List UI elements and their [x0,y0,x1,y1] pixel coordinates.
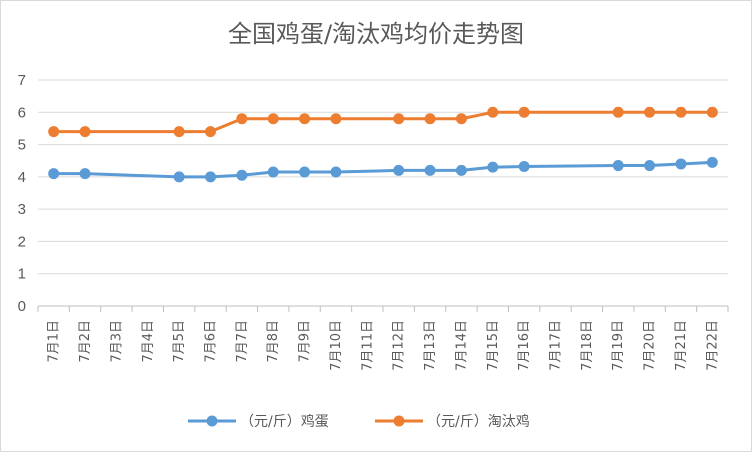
x-tick-label: 7月6日 [204,320,219,363]
data-point [706,106,718,118]
data-point [612,160,624,172]
data-point [612,106,624,118]
data-point [79,126,91,138]
x-tick-label: 7月21日 [674,320,689,371]
x-tick-label: 7月5日 [172,320,187,363]
legend-label-0: （元/斤）鸡蛋 [240,413,329,430]
data-point [48,126,60,138]
data-point [393,113,405,125]
x-tick-label: 7月1日 [47,320,62,363]
data-point [455,164,467,176]
y-tick-label: 4 [18,169,26,186]
x-tick-label: 7月19日 [611,320,626,371]
data-point [455,113,467,125]
data-point [675,106,687,118]
legend-marker-0 [206,415,218,427]
data-point [267,113,279,125]
data-point [393,164,405,176]
data-point [236,169,248,181]
data-point [706,156,718,168]
data-point [330,166,342,178]
data-point [487,161,499,173]
data-point [644,160,656,172]
x-tick-label: 7月2日 [78,320,93,363]
chart-title: 全国鸡蛋/淘汰鸡均价走势图 [227,20,525,48]
data-point [205,126,216,138]
x-tick-label: 7月14日 [454,320,469,371]
data-point [299,166,311,178]
data-point [424,164,436,176]
legend-marker-1 [393,415,405,427]
x-tick-label: 7月4日 [141,320,156,363]
data-point [236,113,248,125]
data-point [173,126,185,138]
data-point [299,113,311,125]
data-point [267,166,279,178]
x-tick-label: 7月13日 [423,320,438,371]
y-tick-label: 3 [18,201,26,218]
x-tick-label: 7月20日 [643,320,658,371]
x-tick-label: 7月16日 [517,320,532,371]
y-tick-label: 2 [18,233,26,250]
y-tick-label: 0 [18,298,26,315]
x-tick-label: 7月22日 [705,320,720,371]
x-tick-label: 7月9日 [298,320,313,363]
x-tick-label: 7月11日 [360,320,375,371]
data-point [173,171,185,183]
x-tick-label: 7月3日 [109,320,124,363]
y-tick-label: 5 [18,137,26,154]
y-tick-label: 7 [18,72,26,89]
data-point [330,113,342,125]
x-tick-label: 7月18日 [580,320,595,371]
data-point [79,168,91,180]
data-point [518,106,530,118]
legend-label-1: （元/斤）淘汰鸡 [427,413,530,430]
data-point [48,168,60,180]
y-tick-label: 1 [18,266,26,283]
data-point [675,158,687,170]
data-point [518,161,530,173]
data-point [424,113,436,125]
x-tick-label: 7月7日 [235,320,250,363]
x-tick-label: 7月8日 [266,320,281,363]
data-point [644,106,656,118]
y-tick-label: 6 [18,104,26,121]
x-tick-label: 7月12日 [392,320,407,371]
x-tick-label: 7月10日 [329,320,344,371]
data-point [205,171,216,183]
x-tick-label: 7月15日 [486,320,501,371]
series-line-1 [53,110,713,134]
data-point [487,106,499,118]
x-tick-label: 7月17日 [549,320,564,371]
